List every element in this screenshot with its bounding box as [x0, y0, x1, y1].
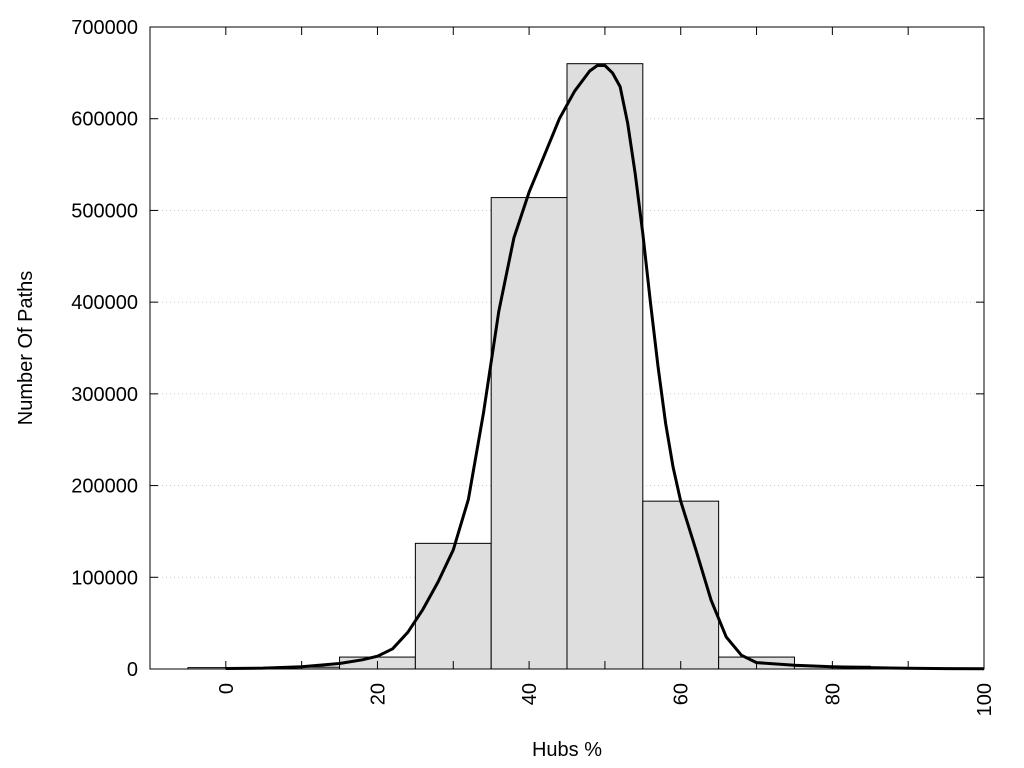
y-tick-label: 300000 [71, 384, 138, 406]
y-tick-label: 400000 [71, 292, 138, 314]
y-tick-label: 100000 [71, 567, 138, 589]
plot-frame [149, 26, 985, 670]
y-tick-label: 500000 [71, 200, 138, 222]
histogram-bar [414, 542, 492, 670]
x-tick-label: 100 [974, 683, 996, 716]
x-axis-title: Hubs % [532, 739, 602, 761]
x-tick-label: 60 [671, 683, 693, 705]
x-tick-label: 40 [519, 683, 541, 705]
x-tick-label: 0 [216, 683, 238, 694]
bars [187, 63, 985, 670]
curve-line [225, 64, 985, 671]
y-tick-label: 700000 [71, 17, 138, 39]
histogram-bar [490, 197, 568, 670]
y-tick-label: 600000 [71, 109, 138, 131]
y-tick-label: 200000 [71, 476, 138, 498]
density-curve [225, 64, 985, 671]
y-tick-label: 0 [127, 659, 138, 681]
axis-ticks: 0 100000 200000 300000 400000 500000 600000 700… [71, 17, 996, 716]
y-axis-title: Number Of Paths [15, 271, 37, 426]
x-tick-label: 20 [367, 683, 389, 705]
x-tick-label: 80 [822, 683, 844, 705]
